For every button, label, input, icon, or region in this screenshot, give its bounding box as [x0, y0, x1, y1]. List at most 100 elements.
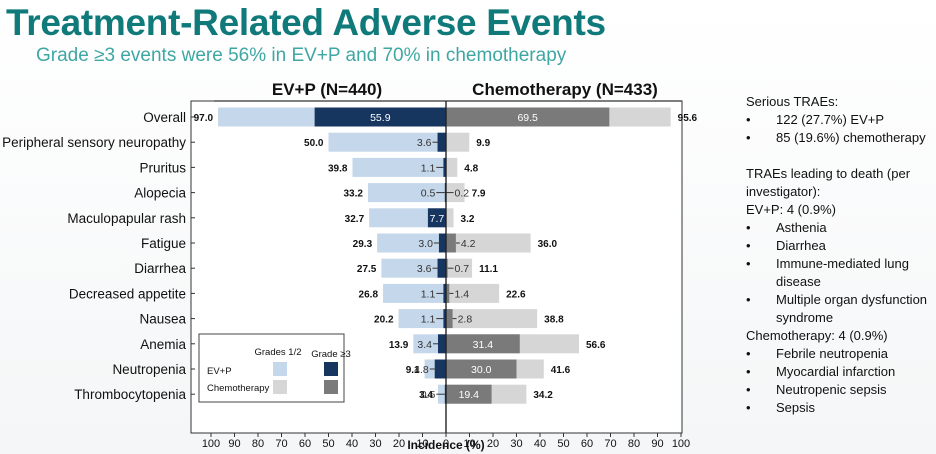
x-tick-label: 30 — [369, 438, 381, 450]
x-tick-label: 40 — [534, 438, 546, 450]
serious-item: 122 (27.7%) EV+P — [746, 111, 934, 129]
category-label: Maculopapular rash — [67, 211, 186, 226]
x-tick-label: 90 — [651, 438, 663, 450]
chemo-total-label: 38.8 — [544, 315, 564, 326]
evp-grade12-bar — [377, 233, 446, 253]
evp-total-label: 20.2 — [374, 315, 394, 326]
legend-swatch-chemo-grade12 — [273, 380, 287, 394]
chemo-total-label: 11.1 — [479, 264, 498, 275]
evp-death-item: Immune-mediated lung disease — [746, 255, 934, 291]
evp-grade12-bar — [398, 309, 446, 329]
evp-deaths-list: Asthenia Diarrhea Immune-mediated lung d… — [746, 219, 934, 327]
x-tick-label: 70 — [275, 438, 287, 450]
evp-death-item: Asthenia — [746, 219, 934, 237]
evp-grade3-bar — [437, 132, 446, 152]
chemo-total-label: 95.6 — [678, 113, 698, 124]
evp-total-label: 33.2 — [344, 189, 364, 200]
chemo-death-item: Sepsis — [746, 399, 934, 417]
evp-grade12-bar — [328, 132, 446, 152]
chemo-grade3-label: 69.5 — [517, 112, 538, 124]
evp-grade12-bar — [367, 183, 446, 203]
category-label: Diarrhea — [134, 261, 186, 276]
chemo-grade3-bar — [446, 334, 520, 354]
chemo-grade3-bar — [446, 233, 456, 253]
evp-grade3-bar — [438, 334, 446, 354]
evp-grade3-bar — [443, 283, 446, 303]
serious-list: 122 (27.7%) EV+P 85 (19.6%) chemotherapy — [746, 111, 934, 147]
page-subtitle: Grade ≥3 events were 56% in EV+P and 70%… — [36, 45, 567, 66]
category-label: Neutropenia — [112, 362, 186, 377]
chemo-grade3-label: 4.2 — [461, 238, 476, 250]
evp-total-label: 32.7 — [345, 214, 365, 225]
evp-deaths-heading: EV+P: 4 (0.9%) — [746, 202, 836, 217]
chemo-deaths-heading: Chemotherapy: 4 (0.9%) — [746, 328, 888, 343]
evp-grade3-label: 3.6 — [417, 137, 432, 149]
evp-grade3-bar — [437, 258, 446, 278]
chemo-grade3-label: 0.7 — [455, 263, 470, 275]
x-tick-label: 20 — [393, 438, 405, 450]
chemo-death-item: Myocardial infarction — [746, 363, 934, 381]
chemo-grade12-bar — [446, 258, 473, 278]
page-title: Treatment-Related Adverse Events — [6, 2, 606, 43]
left-header: EV+P (N=440) — [272, 80, 382, 99]
chemo-grade3-label: 30.0 — [471, 364, 492, 376]
chemo-grade12-bar — [446, 157, 458, 177]
chemo-grade3-bar — [446, 258, 448, 278]
x-tick-label: 60 — [299, 438, 311, 450]
chemo-total-label: 9.9 — [476, 138, 490, 149]
category-label: Alopecia — [134, 186, 186, 201]
x-tick-label: 40 — [346, 438, 358, 450]
legend-box — [198, 333, 345, 403]
evp-grade3-label: 3.0 — [418, 238, 433, 250]
evp-grade3-label: 3.4 — [417, 339, 432, 351]
chemo-grade12-bar — [446, 208, 454, 228]
evp-grade12-bar — [413, 334, 446, 354]
x-tick-label: 80 — [628, 438, 640, 450]
legend-row-label: Chemotherapy — [207, 383, 270, 394]
evp-grade3-label: 0.5 — [421, 188, 436, 200]
evp-total-label: 29.3 — [353, 239, 373, 250]
right-header: Chemotherapy (N=433) — [472, 80, 658, 99]
chemo-grade3-bar — [446, 283, 450, 303]
x-tick-label: 100 — [672, 438, 690, 450]
chemo-total-label: 36.0 — [538, 239, 558, 250]
chemo-grade3-bar — [446, 384, 492, 404]
chemo-grade3-bar — [446, 359, 517, 379]
side-panel: Serious TRAEs: 122 (27.7%) EV+P 85 (19.6… — [746, 93, 934, 417]
evp-grade3-bar — [443, 157, 446, 177]
evp-death-item: Diarrhea — [746, 237, 934, 255]
evp-grade3-label: 0.5 — [421, 389, 436, 401]
chemo-grade12-bar — [446, 309, 538, 329]
chemo-grade3-label: 31.4 — [473, 339, 494, 351]
chemo-deaths-list: Febrile neutropenia Myocardial infarctio… — [746, 345, 934, 417]
category-label: Decreased appetite — [69, 286, 186, 301]
legend-swatch-chemo-grade3 — [324, 380, 338, 394]
chemo-grade3-label: 0.2 — [455, 188, 470, 200]
chemo-total-label: 22.6 — [506, 289, 526, 300]
evp-grade3-label: 1.1 — [421, 314, 436, 326]
evp-total-label: 97.0 — [194, 113, 214, 124]
evp-total-label: 50.0 — [304, 138, 324, 149]
chemo-total-label: 3.2 — [461, 214, 475, 225]
chemo-grade12-bar — [446, 183, 465, 203]
serious-item: 85 (19.6%) chemotherapy — [746, 129, 934, 147]
chemo-grade12-bar — [446, 132, 470, 152]
chemo-grade3-bar — [446, 309, 453, 329]
legend-row-label: EV+P — [207, 366, 232, 377]
x-tick-label: 70 — [604, 438, 616, 450]
category-label: Overall — [143, 110, 186, 125]
serious-heading: Serious TRAEs: — [746, 94, 839, 109]
evp-grade3-bar — [434, 359, 446, 379]
evp-grade3-label: 1.1 — [421, 288, 436, 300]
evp-total-label: 3.4 — [419, 390, 433, 401]
chemo-total-label: 34.2 — [533, 390, 553, 401]
evp-grade3-bar — [443, 309, 446, 329]
x-tick-label: 0 — [443, 438, 449, 450]
evp-grade3-label: 7.7 — [430, 213, 445, 225]
evp-grade12-bar — [381, 258, 446, 278]
chemo-grade12-bar — [446, 233, 531, 253]
evp-grade12-bar — [369, 208, 446, 228]
category-label: Nausea — [139, 312, 186, 327]
chemo-death-item: Neutropenic sepsis — [746, 381, 934, 399]
